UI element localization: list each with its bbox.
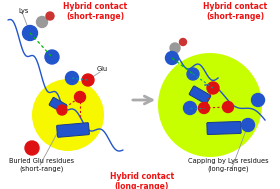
FancyBboxPatch shape bbox=[207, 122, 241, 135]
Circle shape bbox=[22, 26, 38, 40]
Circle shape bbox=[207, 82, 219, 94]
Circle shape bbox=[74, 91, 85, 102]
Circle shape bbox=[170, 43, 180, 53]
Circle shape bbox=[45, 50, 59, 64]
Text: Glu: Glu bbox=[97, 66, 108, 72]
Text: Hybrid contact
(short-range): Hybrid contact (short-range) bbox=[63, 2, 127, 21]
Circle shape bbox=[32, 79, 104, 151]
Text: Capping by Lys residues
(long-range): Capping by Lys residues (long-range) bbox=[188, 158, 268, 171]
Circle shape bbox=[36, 16, 48, 28]
Circle shape bbox=[82, 74, 94, 86]
Circle shape bbox=[25, 141, 39, 155]
Circle shape bbox=[183, 101, 197, 115]
Circle shape bbox=[66, 71, 78, 84]
Circle shape bbox=[158, 53, 262, 157]
Text: Buried Glu residues
(short-range): Buried Glu residues (short-range) bbox=[10, 158, 74, 171]
Circle shape bbox=[57, 105, 67, 115]
FancyBboxPatch shape bbox=[49, 97, 67, 113]
Circle shape bbox=[199, 102, 209, 114]
Circle shape bbox=[223, 101, 234, 112]
Text: Hybrid contact
(long-range): Hybrid contact (long-range) bbox=[110, 172, 174, 189]
FancyBboxPatch shape bbox=[57, 123, 89, 137]
Circle shape bbox=[187, 68, 199, 80]
Circle shape bbox=[165, 51, 179, 64]
Circle shape bbox=[241, 119, 255, 132]
Circle shape bbox=[46, 12, 54, 20]
Text: Lys: Lys bbox=[18, 8, 28, 14]
FancyBboxPatch shape bbox=[189, 86, 211, 104]
Circle shape bbox=[179, 39, 186, 46]
Circle shape bbox=[251, 94, 265, 106]
Text: Hybrid contact
(short-range): Hybrid contact (short-range) bbox=[203, 2, 267, 21]
